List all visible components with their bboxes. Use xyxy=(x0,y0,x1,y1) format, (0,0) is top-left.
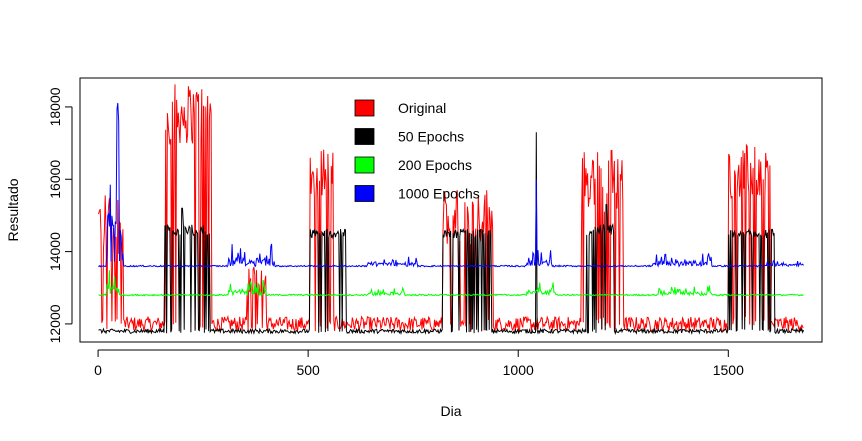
x-tick-label: 500 xyxy=(296,362,320,378)
x-tick-label: 0 xyxy=(94,362,102,378)
series-line-3 xyxy=(98,102,804,268)
y-tick-label: 14000 xyxy=(47,232,63,271)
y-tick-label: 12000 xyxy=(47,304,63,343)
y-axis-label: Resultado xyxy=(5,178,21,241)
legend: Original 50 Epochs 200 Epochs 1000 Epochs xyxy=(354,99,480,202)
legend-swatch xyxy=(354,185,375,202)
series-layer xyxy=(98,84,804,336)
legend-swatch xyxy=(354,99,375,117)
x-axis-label: Dia xyxy=(440,403,461,419)
legend-label: 50 Epochs xyxy=(398,129,464,145)
legend-label: Original xyxy=(398,100,446,116)
x-tick-label: 1500 xyxy=(713,362,744,378)
plot-frame xyxy=(79,77,823,343)
axes-layer: 0 500 1000 1500 12000 14000 16000 18000 xyxy=(47,87,744,378)
series-line-2 xyxy=(98,270,804,298)
legend-label: 1000 Epochs xyxy=(398,186,480,202)
legend-swatch xyxy=(354,128,375,145)
y-tick-label: 18000 xyxy=(47,87,63,126)
legend-label: 200 Epochs xyxy=(398,157,472,173)
x-tick-label: 1000 xyxy=(503,362,534,378)
y-tick-label: 16000 xyxy=(47,160,63,199)
legend-swatch xyxy=(354,156,375,174)
series-line-1 xyxy=(98,132,804,336)
